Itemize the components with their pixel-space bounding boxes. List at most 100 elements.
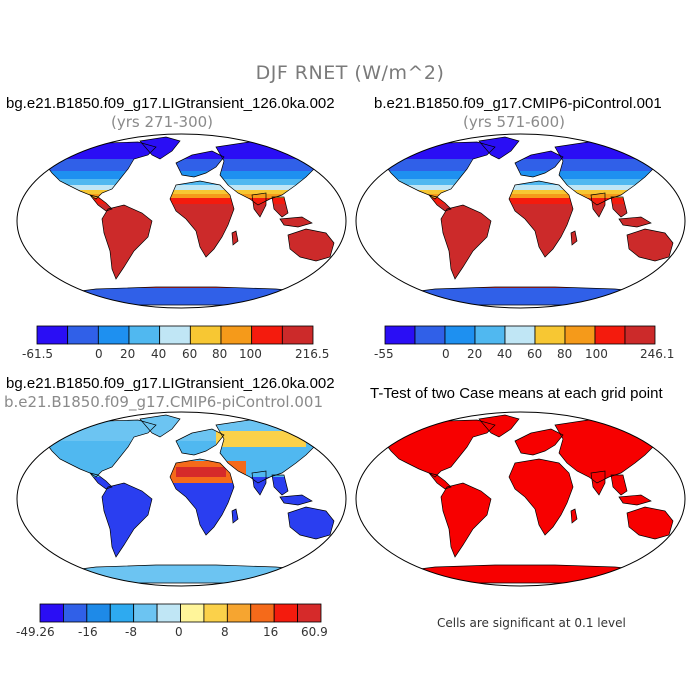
coastline xyxy=(101,482,153,558)
coastline xyxy=(139,136,181,160)
coastline xyxy=(231,230,239,246)
coastline xyxy=(440,482,492,558)
colorbar-box xyxy=(189,325,222,345)
colorbar-box xyxy=(281,325,314,345)
map-top-right xyxy=(355,133,686,309)
coastline xyxy=(251,470,267,496)
cb-label: -16 xyxy=(78,625,98,639)
colorbar-box xyxy=(63,603,88,623)
cb-label: 60 xyxy=(527,347,543,361)
significance-note: Cells are significant at 0.1 level xyxy=(437,616,626,630)
coastline xyxy=(169,458,235,536)
cb-label: 0 xyxy=(95,347,103,361)
coastline xyxy=(231,508,239,524)
coastline xyxy=(271,474,289,496)
cb-label: 40 xyxy=(151,347,167,361)
colorbar-box xyxy=(97,325,130,345)
map-border xyxy=(355,411,686,587)
coastline xyxy=(478,414,520,438)
panel-subtitle-bottom-left: b.e21.B1850.f09_g17.CMIP6-piControl.001 xyxy=(4,393,323,411)
coastline xyxy=(626,228,674,262)
map-border xyxy=(16,133,347,309)
colorbar-box xyxy=(564,325,596,345)
coastline xyxy=(175,428,225,456)
coastline xyxy=(610,474,628,496)
coastline xyxy=(139,414,181,438)
colorbar-box xyxy=(297,603,322,623)
panel-title-top-right: b.e21.B1850.f09_g17.CMIP6-piControl.001 xyxy=(374,95,662,112)
colorbar-box xyxy=(180,603,205,623)
map-border xyxy=(355,133,686,309)
coastline xyxy=(279,494,313,506)
cb-label: -49.26 xyxy=(16,625,55,639)
cb-label: 60.9 xyxy=(301,625,328,639)
colorbar-box xyxy=(220,325,253,345)
colorbar-box xyxy=(203,603,228,623)
colorbar-box xyxy=(67,325,99,345)
colorbar-box xyxy=(128,325,161,345)
cb-label: 20 xyxy=(120,347,136,361)
colorbar-box xyxy=(250,603,275,623)
coastline xyxy=(89,194,113,212)
colorbar-box xyxy=(156,603,181,623)
coastline xyxy=(610,196,628,218)
colorbar-box xyxy=(226,603,252,623)
map-border xyxy=(16,411,347,587)
cb-label: 0 xyxy=(175,625,183,639)
colorbar-bottom-left xyxy=(39,603,322,623)
coastline xyxy=(590,470,606,496)
cb-label: 8 xyxy=(221,625,229,639)
coastline xyxy=(428,194,452,212)
coastline xyxy=(376,141,496,200)
coastline xyxy=(514,150,564,178)
coastline xyxy=(37,419,157,478)
colorbar-box xyxy=(444,325,476,345)
coastline xyxy=(590,192,606,218)
colorbar-box xyxy=(624,325,656,345)
coastline xyxy=(618,494,652,506)
panel-title-bottom-right: T-Test of two Case means at each grid po… xyxy=(370,385,663,402)
cb-label: 246.1 xyxy=(640,347,675,361)
panel-subtitle-top-left: (yrs 271-300) xyxy=(111,113,214,131)
colorbar-top-left xyxy=(36,325,314,345)
figure-title: DJF RNET (W/m^2) xyxy=(255,62,445,84)
coastline xyxy=(570,508,578,524)
coastline xyxy=(440,204,492,280)
coastline xyxy=(287,506,335,540)
cb-label: 80 xyxy=(212,347,228,361)
cb-label: 80 xyxy=(557,347,573,361)
map-bottom-right xyxy=(355,411,686,587)
coastline xyxy=(279,216,313,228)
coastline xyxy=(570,230,578,246)
colorbar-box xyxy=(109,603,135,623)
colorbar-top-right xyxy=(384,325,656,345)
panel-subtitle-top-right: (yrs 571-600) xyxy=(463,113,566,131)
coastline xyxy=(376,419,496,478)
cb-label: 100 xyxy=(239,347,262,361)
cb-label: 0 xyxy=(442,347,450,361)
colorbar-box xyxy=(86,603,111,623)
colorbar-box xyxy=(534,325,566,345)
coastline xyxy=(478,136,520,160)
cb-label: -61.5 xyxy=(22,347,54,361)
coastline xyxy=(101,204,153,280)
cb-label: 40 xyxy=(497,347,513,361)
coastline xyxy=(271,196,289,218)
cb-label: 20 xyxy=(467,347,483,361)
cb-label: -55 xyxy=(374,347,394,361)
colorbar-box xyxy=(251,325,283,345)
cb-label: 16 xyxy=(263,625,279,639)
coastline xyxy=(251,192,267,218)
coastline xyxy=(169,180,235,258)
colorbar-box xyxy=(39,603,64,623)
colorbar-box xyxy=(414,325,446,345)
coastline xyxy=(428,472,452,490)
coastline xyxy=(514,428,564,456)
colorbar-box xyxy=(504,325,536,345)
coastline xyxy=(618,216,652,228)
colorbar-box xyxy=(159,325,191,345)
coastline xyxy=(287,228,335,262)
coastline xyxy=(175,150,225,178)
colorbar-box xyxy=(273,603,298,623)
colorbar-box xyxy=(36,325,69,345)
